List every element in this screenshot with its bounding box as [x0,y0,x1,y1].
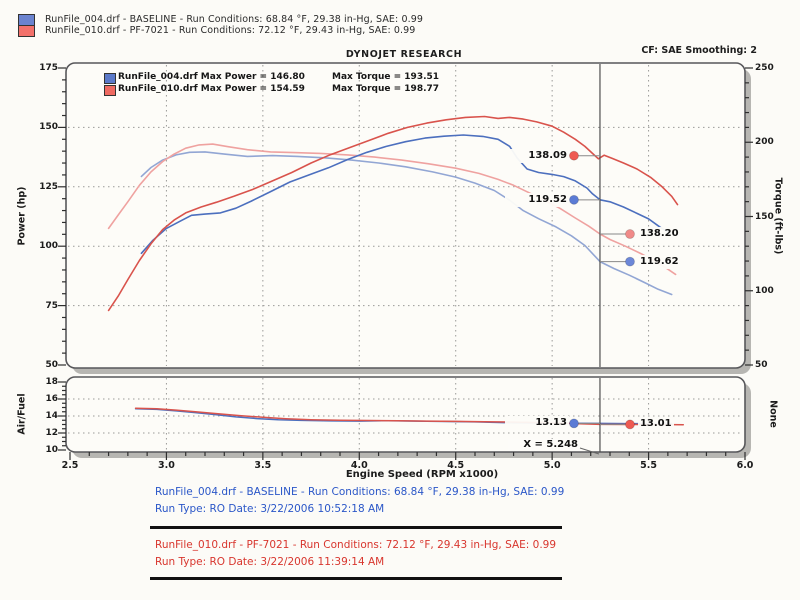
power-tick-label-125: 125 [39,181,58,192]
af-curve-pf7021[interactable] [134,407,685,426]
footer-separator-2 [150,577,562,580]
footer-separator-1 [150,526,562,529]
footer-baseline-runtype: Run Type: RO Date: 3/22/2006 10:52:18 AM [155,503,385,515]
rpm-tick-label-5.0: 5.0 [543,460,561,471]
torque-curve-baseline[interactable] [140,151,673,296]
baseline-color-swatch-small [104,73,116,84]
af-tick-label-18: 18 [45,377,58,387]
legend-run-baseline: RunFile_004.drf - BASELINE - Run Conditi… [18,13,423,26]
marker-label-119.52: 119.52 [504,192,569,207]
max-power-baseline: RunFile_004.drf Max Power = 146.80 [118,72,305,82]
footer-pf7021-conditions: RunFile_010.drf - PF-7021 - Run Conditio… [155,539,557,551]
footer-baseline-conditions: RunFile_004.drf - BASELINE - Run Conditi… [155,486,565,498]
footer-pf7021-runtype: Run Type: RO Date: 3/22/2006 11:39:14 AM [155,556,385,568]
cursor-marker-dot-13.01[interactable] [625,419,635,430]
cursor-marker-dot-119.52[interactable] [569,194,579,205]
power-tick-label-75: 75 [45,300,58,311]
max-torque-pf7021: Max Torque = 198.77 [332,84,440,94]
torque-tick-label-200: 200 [755,137,774,148]
cursor-marker-dot-119.62[interactable] [625,256,635,267]
pf7021-color-swatch [18,24,35,37]
cursor-marker-dot-13.13[interactable] [569,418,579,429]
power-tick-label-50: 50 [45,360,58,370]
marker-label-119.62: 119.62 [637,254,681,269]
torque-curve-pf7021[interactable] [107,143,677,276]
af-tick-label-14: 14 [45,411,58,421]
cursor-marker-dot-138.20[interactable] [625,229,635,239]
cursor-x-readout: X = 5.248 [508,439,578,450]
legend-run-baseline-text: RunFile_004.drf - BASELINE - Run Conditi… [45,14,423,25]
af-tick-label-10: 10 [45,445,58,455]
none-axis-title: None [767,400,779,428]
cursor-readout-pointer [579,447,600,455]
af-chart-panel [65,376,746,453]
engine-speed-axis-title: Engine Speed (RPM x1000) [345,469,499,480]
marker-label-13.01: 13.01 [637,417,674,432]
torque-tick-label-100: 100 [755,285,774,296]
rpm-tick-label-2.5: 2.5 [61,460,79,471]
torque-tick-label-250: 250 [755,63,774,73]
power-tick-label-175: 175 [39,63,58,73]
af-tick-label-12: 12 [45,428,58,438]
max-power-pf7021: RunFile_010.drf Max Power = 154.59 [118,84,305,94]
correction-smoothing-label: CF: SAE Smoothing: 2 [641,45,757,56]
power-tick-label-150: 150 [39,122,58,133]
af-tick-label-16: 16 [45,394,58,404]
rpm-tick-label-4.5: 4.5 [447,460,465,471]
rpm-tick-label-4.0: 4.0 [350,460,368,471]
pf7021-color-swatch-small [104,85,116,96]
power-curve-baseline[interactable] [140,134,671,255]
marker-label-138.09: 138.09 [504,148,569,163]
report-title: DYNOJET RESEARCH [345,49,463,60]
rpm-tick-label-3.0: 3.0 [158,460,175,471]
rpm-tick-label-6.0: 6.0 [736,460,754,471]
power-tick-label-100: 100 [39,241,58,252]
torque-tick-label-50: 50 [755,360,768,370]
marker-label-13.13: 13.13 [504,416,569,431]
rpm-tick-label-5.5: 5.5 [640,460,657,471]
power-axis-title: Power (hp) [16,186,28,246]
max-torque-baseline: Max Torque = 193.51 [332,72,440,82]
legend-run-pf7021: RunFile_010.drf - PF-7021 - Run Conditio… [18,24,416,37]
legend-run-pf7021-text: RunFile_010.drf - PF-7021 - Run Conditio… [45,25,416,36]
rpm-tick-label-3.5: 3.5 [254,460,272,471]
marker-label-138.20: 138.20 [637,227,681,242]
torque-tick-label-150: 150 [755,211,774,222]
cursor-marker-dot-138.09[interactable] [569,150,579,161]
power-curve-pf7021[interactable] [107,115,679,312]
